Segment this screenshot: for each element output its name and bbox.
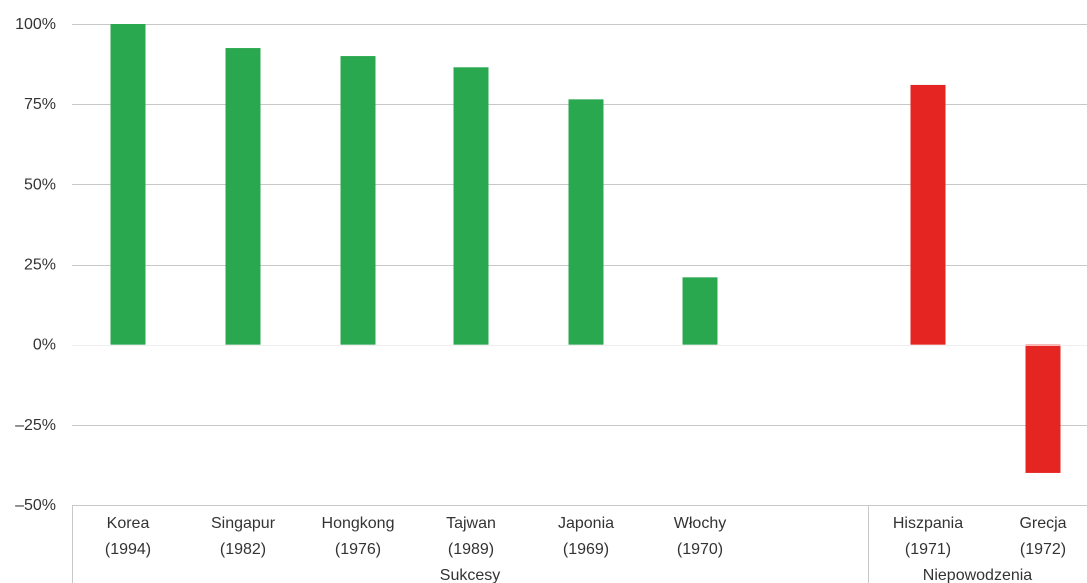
x-tick-label-name: Grecja [1019, 515, 1066, 532]
x-tick-label-name: Hiszpania [893, 515, 963, 532]
group-label: Niepowodzenia [923, 567, 1033, 583]
x-tick-label-name: Tajwan [446, 515, 496, 532]
x-tick-label-year: (1982) [220, 541, 266, 558]
y-tick-label: –50% [15, 497, 56, 514]
bar-hongkong [340, 56, 376, 345]
x-tick-label-name: Hongkong [322, 515, 395, 532]
bar-grecja [1025, 344, 1061, 473]
x-tick-label-year: (1970) [677, 541, 723, 558]
x-tick-label-year: (1969) [563, 541, 609, 558]
y-tick-label: 25% [24, 257, 56, 274]
y-tick-label: 75% [24, 96, 56, 113]
bar-hiszpania [910, 84, 946, 345]
y-tick-label: 100% [15, 16, 56, 33]
y-axis-tick-labels: 100% 75% 50% 25% 0% –25% –50% [15, 16, 56, 514]
x-tick-label-year: (1989) [448, 541, 494, 558]
x-tick-label-year: (1971) [905, 541, 951, 558]
x-tick-label-year: (1976) [335, 541, 381, 558]
x-tick-label-year: (1972) [1020, 541, 1066, 558]
x-tick-label-year: (1994) [105, 541, 151, 558]
bar-tajwan [453, 67, 489, 345]
x-tick-label-name: Singapur [211, 515, 276, 532]
bar-włochy [682, 277, 718, 345]
y-tick-label: –25% [15, 417, 56, 434]
y-tick-label: 50% [24, 176, 56, 193]
bar-singapur [225, 48, 261, 345]
bar-korea [110, 24, 146, 345]
x-tick-label-name: Japonia [558, 515, 614, 532]
group-label: Sukcesy [440, 567, 500, 583]
x-tick-label-name: Włochy [674, 515, 726, 532]
x-tick-label-name: Korea [107, 515, 150, 532]
x-axis: Korea (1994) Singapur (1982) Hongkong (1976) T… [72, 505, 1067, 583]
bar-japonia [568, 99, 604, 345]
bars [72, 24, 1087, 473]
y-tick-label: 0% [33, 337, 56, 354]
